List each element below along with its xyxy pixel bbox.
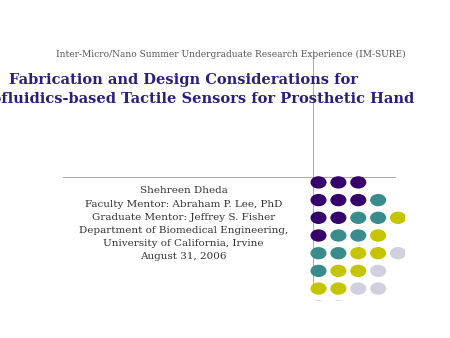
Circle shape — [331, 301, 346, 312]
Circle shape — [331, 212, 346, 223]
Text: Shehreen Dheda
Faculty Mentor: Abraham P. Lee, PhD
Graduate Mentor: Jeffrey S. F: Shehreen Dheda Faculty Mentor: Abraham P… — [79, 186, 288, 261]
Circle shape — [371, 248, 386, 259]
Circle shape — [371, 230, 386, 241]
Circle shape — [331, 283, 346, 294]
Circle shape — [331, 177, 346, 188]
Circle shape — [351, 283, 365, 294]
Circle shape — [351, 177, 365, 188]
Circle shape — [311, 195, 326, 206]
Circle shape — [311, 301, 326, 312]
Circle shape — [371, 283, 386, 294]
Circle shape — [311, 212, 326, 223]
Circle shape — [311, 283, 326, 294]
Circle shape — [331, 265, 346, 276]
Circle shape — [371, 265, 386, 276]
Circle shape — [311, 230, 326, 241]
Circle shape — [331, 248, 346, 259]
Circle shape — [351, 195, 365, 206]
Circle shape — [351, 248, 365, 259]
Circle shape — [371, 212, 386, 223]
Circle shape — [331, 230, 346, 241]
Circle shape — [371, 195, 386, 206]
Circle shape — [351, 265, 365, 276]
Text: Inter-Micro/Nano Summer Undergraduate Research Experience (IM-SURE): Inter-Micro/Nano Summer Undergraduate Re… — [56, 50, 405, 59]
Text: Fabrication and Design Considerations for
Microfluidics-based Tactile Sensors fo: Fabrication and Design Considerations fo… — [0, 73, 414, 106]
Circle shape — [311, 248, 326, 259]
Circle shape — [351, 212, 365, 223]
Circle shape — [391, 212, 405, 223]
Circle shape — [351, 230, 365, 241]
Circle shape — [331, 195, 346, 206]
Circle shape — [311, 177, 326, 188]
Circle shape — [391, 248, 405, 259]
Circle shape — [311, 265, 326, 276]
